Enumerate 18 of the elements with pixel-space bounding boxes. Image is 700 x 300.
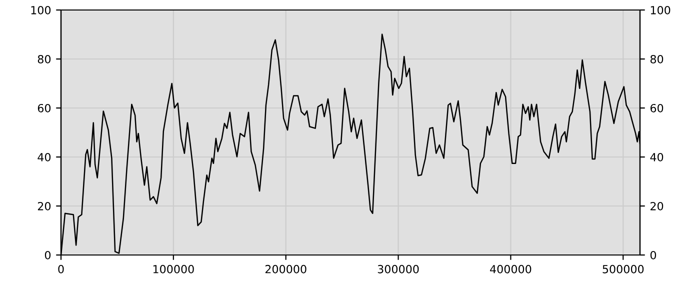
- x-tick-label: 100000: [153, 264, 194, 274]
- y2-tick-label: 80: [650, 54, 664, 64]
- y2-tick-label: 40: [650, 152, 664, 162]
- x-tick-label: 500000: [602, 264, 644, 274]
- y2-tick-label: 20: [650, 202, 664, 210]
- y-tick-label: 20: [38, 202, 51, 210]
- x-tick-label: 0: [58, 264, 64, 274]
- x-tick-label: 400000: [490, 264, 532, 274]
- x-tick-label: 200000: [265, 264, 306, 274]
- y2-tick-label: 60: [650, 104, 664, 112]
- y-tick-label: 80: [38, 54, 51, 64]
- y-tick-label: 100: [31, 6, 51, 14]
- y2-tick-label: 0: [650, 250, 656, 260]
- y-tick-label: 40: [38, 152, 51, 162]
- x-tick-label: 300000: [378, 264, 419, 274]
- y-tick-label: 60: [38, 104, 51, 112]
- y2-tick-label: 100: [650, 6, 670, 14]
- y-tick-label: 0: [44, 250, 51, 260]
